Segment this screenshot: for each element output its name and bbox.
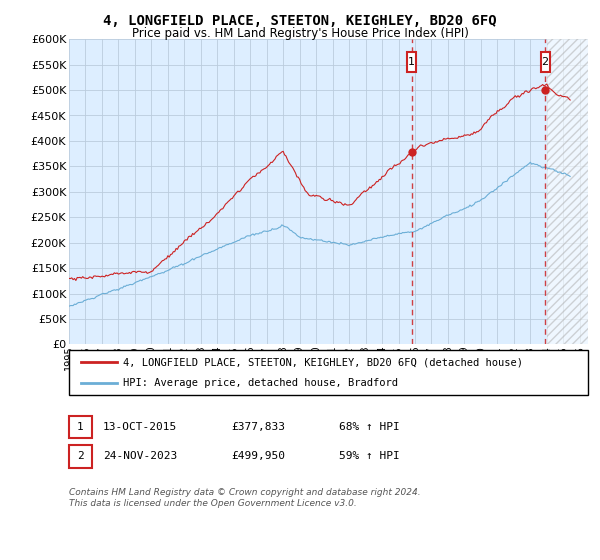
Text: 4, LONGFIELD PLACE, STEETON, KEIGHLEY, BD20 6FQ (detached house): 4, LONGFIELD PLACE, STEETON, KEIGHLEY, B… xyxy=(123,357,523,367)
Text: 4, LONGFIELD PLACE, STEETON, KEIGHLEY, BD20 6FQ: 4, LONGFIELD PLACE, STEETON, KEIGHLEY, B… xyxy=(103,14,497,28)
Bar xyxy=(547,39,588,344)
Text: 2: 2 xyxy=(542,57,549,67)
Bar xyxy=(541,53,550,72)
Text: Contains HM Land Registry data © Crown copyright and database right 2024.
This d: Contains HM Land Registry data © Crown c… xyxy=(69,488,421,508)
Text: 24-NOV-2023: 24-NOV-2023 xyxy=(103,451,178,461)
Text: £377,833: £377,833 xyxy=(231,422,285,432)
Text: 1: 1 xyxy=(408,57,415,67)
Text: 13-OCT-2015: 13-OCT-2015 xyxy=(103,422,178,432)
Text: 1: 1 xyxy=(77,422,84,432)
Bar xyxy=(407,53,416,72)
Text: £499,950: £499,950 xyxy=(231,451,285,461)
Text: HPI: Average price, detached house, Bradford: HPI: Average price, detached house, Brad… xyxy=(123,377,398,388)
Bar xyxy=(547,39,588,344)
Text: 2: 2 xyxy=(77,451,84,461)
Text: 68% ↑ HPI: 68% ↑ HPI xyxy=(339,422,400,432)
Text: Price paid vs. HM Land Registry's House Price Index (HPI): Price paid vs. HM Land Registry's House … xyxy=(131,27,469,40)
Text: 59% ↑ HPI: 59% ↑ HPI xyxy=(339,451,400,461)
